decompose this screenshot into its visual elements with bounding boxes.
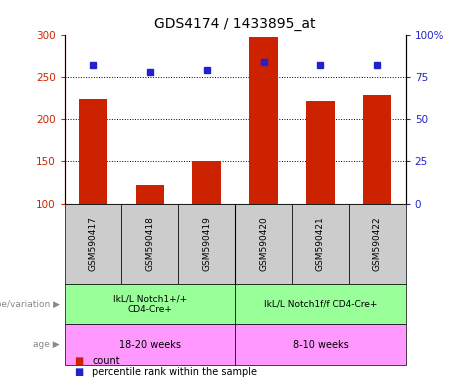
Bar: [65, 284, 235, 324]
Bar: [65, 324, 235, 365]
Text: IkL/L Notch1+/+
CD4-Cre+: IkL/L Notch1+/+ CD4-Cre+: [113, 295, 187, 314]
Bar: [121, 204, 178, 284]
Bar: [79, 99, 107, 204]
Text: 18-20 weeks: 18-20 weeks: [119, 339, 181, 350]
Bar: [178, 204, 235, 284]
Bar: [235, 284, 406, 324]
Text: percentile rank within the sample: percentile rank within the sample: [92, 367, 257, 377]
Bar: [235, 204, 292, 284]
Bar: [65, 204, 121, 284]
Text: 8-10 weeks: 8-10 weeks: [293, 339, 348, 350]
Bar: [235, 324, 406, 365]
Text: genotype/variation ▶: genotype/variation ▶: [0, 300, 60, 309]
Text: count: count: [92, 356, 120, 366]
Bar: [349, 204, 406, 284]
Bar: [306, 101, 335, 204]
Bar: [363, 94, 391, 204]
Text: age ▶: age ▶: [33, 340, 60, 349]
Bar: [193, 161, 221, 204]
Bar: [292, 204, 349, 284]
Bar: [249, 37, 278, 204]
Text: GSM590418: GSM590418: [145, 217, 154, 271]
Text: ■: ■: [74, 367, 83, 377]
Text: GSM590417: GSM590417: [89, 217, 97, 271]
Bar: [136, 185, 164, 204]
Text: GSM590422: GSM590422: [373, 217, 382, 271]
Text: ■: ■: [74, 356, 83, 366]
Text: GSM590420: GSM590420: [259, 217, 268, 271]
Text: IkL/L Notch1f/f CD4-Cre+: IkL/L Notch1f/f CD4-Cre+: [264, 300, 377, 309]
Title: GDS4174 / 1433895_at: GDS4174 / 1433895_at: [154, 17, 316, 31]
Text: GSM590419: GSM590419: [202, 217, 211, 271]
Text: GSM590421: GSM590421: [316, 217, 325, 271]
